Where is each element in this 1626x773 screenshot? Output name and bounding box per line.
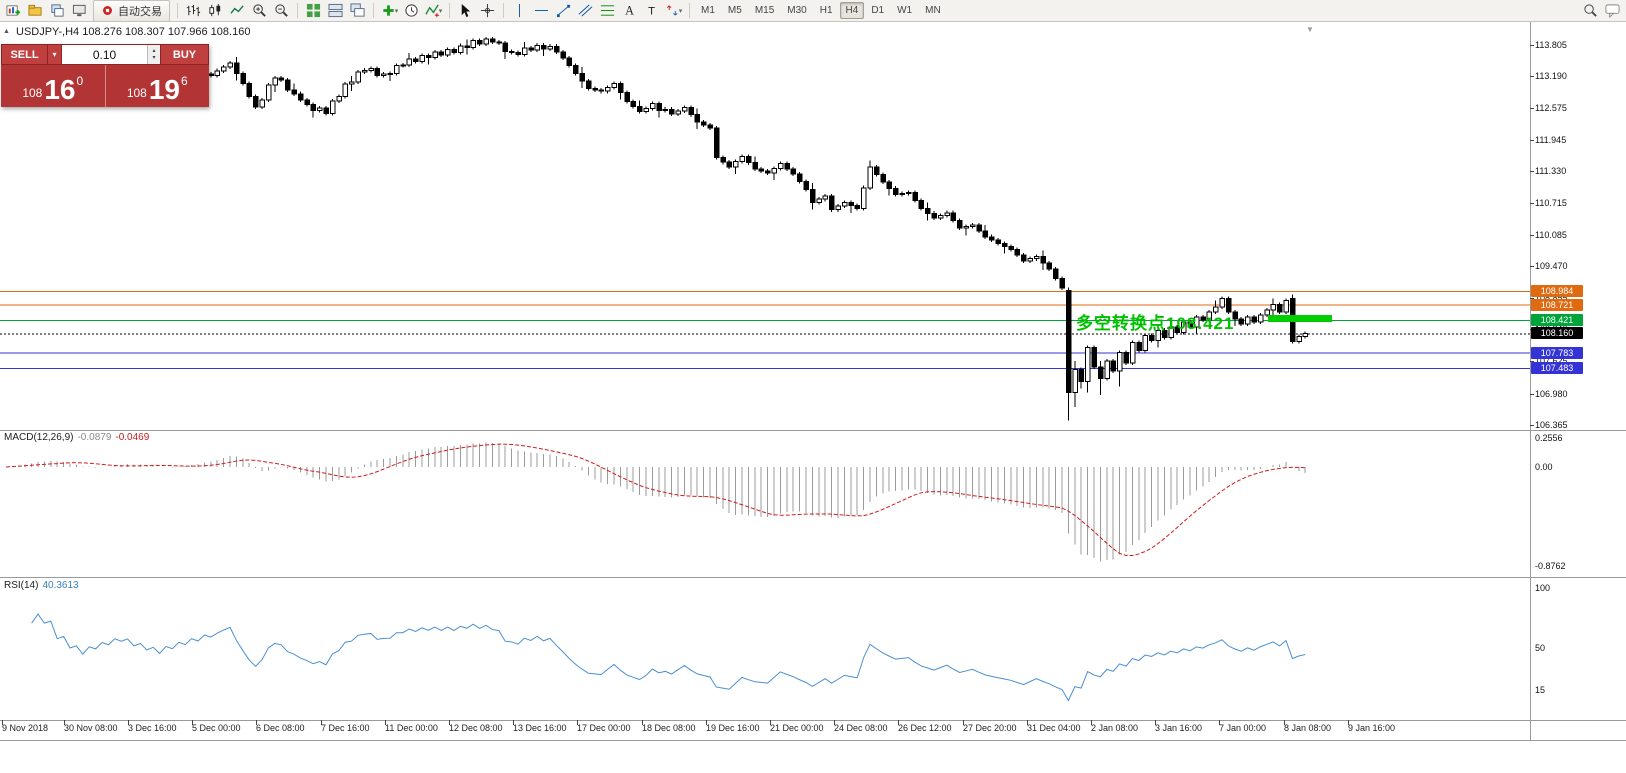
toolbar-separator bbox=[373, 3, 374, 18]
cascade-windows-icon[interactable] bbox=[347, 2, 368, 20]
sell-price-point: 0 bbox=[76, 74, 84, 88]
sell-price-pips: 16 bbox=[44, 74, 76, 105]
buy-button[interactable]: BUY bbox=[160, 44, 209, 65]
macd-name: MACD(12,26,9) bbox=[4, 432, 74, 443]
fibonacci-icon[interactable] bbox=[597, 2, 618, 20]
macd-value: -0.0879 bbox=[77, 432, 112, 443]
indicators-icon[interactable]: ▾ bbox=[423, 2, 444, 20]
volume-dropdown[interactable]: ▾ bbox=[48, 44, 62, 65]
sell-price[interactable]: 108 16 0 bbox=[1, 65, 105, 107]
trendline-icon[interactable] bbox=[553, 2, 574, 20]
search-icon[interactable] bbox=[1580, 2, 1601, 20]
toolbar-separator bbox=[449, 3, 450, 18]
new-order-icon[interactable]: ▾ bbox=[383, 5, 399, 16]
macd-label: MACD(12,26,9) -0.0879 -0.0469 bbox=[4, 432, 149, 443]
tile-windows-icon[interactable] bbox=[303, 2, 324, 20]
rsi-name: RSI(14) bbox=[4, 580, 39, 591]
macd-signal-value: -0.0469 bbox=[115, 432, 150, 443]
auto-trading-button[interactable]: 自动交易 bbox=[93, 0, 170, 22]
svg-text:T: T bbox=[648, 6, 655, 18]
terminal-icon[interactable] bbox=[69, 2, 90, 20]
buy-price[interactable]: 108 19 6 bbox=[104, 65, 209, 107]
one-click-trading-panel: SELL ▾ ▴ ▾ BUY 108 16 0 108 19 6 bbox=[1, 44, 209, 107]
line-chart-icon[interactable] bbox=[227, 2, 248, 20]
arrange-windows-icon[interactable] bbox=[325, 2, 346, 20]
cursor-icon[interactable] bbox=[455, 2, 476, 20]
toolbar: 自动交易 ▾ ▾ A T ▾ M1 M5 M15 M30 H1 H4 D1 W1 MN bbox=[0, 0, 1626, 22]
timeframe-h1[interactable]: H1 bbox=[819, 5, 833, 16]
crosshair-icon[interactable] bbox=[477, 2, 498, 20]
chat-icon[interactable] bbox=[1602, 2, 1623, 20]
volume-decrease-button[interactable]: ▾ bbox=[152, 54, 156, 61]
timeframe-m5[interactable]: M5 bbox=[727, 5, 742, 16]
toolbar-separator bbox=[297, 3, 298, 18]
horizontal-line-icon[interactable] bbox=[531, 2, 552, 20]
toolbar-separator bbox=[503, 3, 504, 18]
buy-price-pips: 19 bbox=[148, 74, 180, 105]
svg-text:A: A bbox=[625, 4, 634, 18]
timeframe-w1[interactable]: W1 bbox=[897, 5, 913, 16]
sell-button[interactable]: SELL bbox=[1, 44, 48, 65]
timeframe-mn[interactable]: MN bbox=[925, 5, 941, 16]
timeframe-m15[interactable]: M15 bbox=[754, 5, 775, 16]
annotation-text[interactable]: 多空转换点108.421 bbox=[1076, 314, 1235, 333]
candlestick-chart-icon[interactable] bbox=[205, 2, 226, 20]
profiles-icon[interactable] bbox=[25, 2, 46, 20]
chart-icon: ▲ bbox=[3, 28, 10, 35]
buy-price-main: 108 bbox=[126, 86, 147, 100]
text-label-icon[interactable]: T bbox=[641, 2, 662, 20]
bar-chart-icon[interactable] bbox=[183, 2, 204, 20]
chart-shift-marker[interactable]: ▼ bbox=[1306, 25, 1314, 34]
chart-title: ▲ USDJPY-,H4 108.276 108.307 107.966 108… bbox=[3, 26, 251, 38]
timeframe-m1[interactable]: M1 bbox=[701, 5, 715, 16]
volume-input[interactable] bbox=[62, 45, 147, 64]
toolbar-separator bbox=[689, 3, 690, 18]
period-clock-icon[interactable] bbox=[401, 2, 422, 20]
buy-price-point: 6 bbox=[181, 74, 188, 88]
rsi-value: 40.3613 bbox=[42, 580, 79, 591]
volume-increase-button[interactable]: ▴ bbox=[152, 47, 156, 54]
zoom-in-icon[interactable] bbox=[249, 2, 270, 20]
toolbar-separator bbox=[177, 3, 178, 18]
vertical-line-icon[interactable] bbox=[509, 2, 530, 20]
sell-price-main: 108 bbox=[22, 86, 43, 100]
timeframe-h4[interactable]: H4 bbox=[839, 2, 865, 19]
chart-windows-icon[interactable] bbox=[47, 2, 68, 20]
equidistant-channel-icon[interactable] bbox=[575, 2, 596, 20]
arrows-icon[interactable]: ▾ bbox=[663, 2, 684, 20]
timeframe-d1[interactable]: D1 bbox=[871, 5, 885, 16]
volume-box: ▴ ▾ bbox=[62, 44, 160, 65]
timeframe-m30[interactable]: M30 bbox=[787, 5, 807, 16]
zoom-out-icon[interactable] bbox=[271, 2, 292, 20]
new-chart-icon[interactable] bbox=[3, 2, 24, 20]
text-icon[interactable]: A bbox=[619, 2, 640, 20]
volume-spinner: ▴ ▾ bbox=[147, 45, 160, 64]
chart-title-text: USDJPY-,H4 108.276 108.307 107.966 108.1… bbox=[16, 26, 251, 38]
rsi-label: RSI(14) 40.3613 bbox=[4, 580, 79, 591]
